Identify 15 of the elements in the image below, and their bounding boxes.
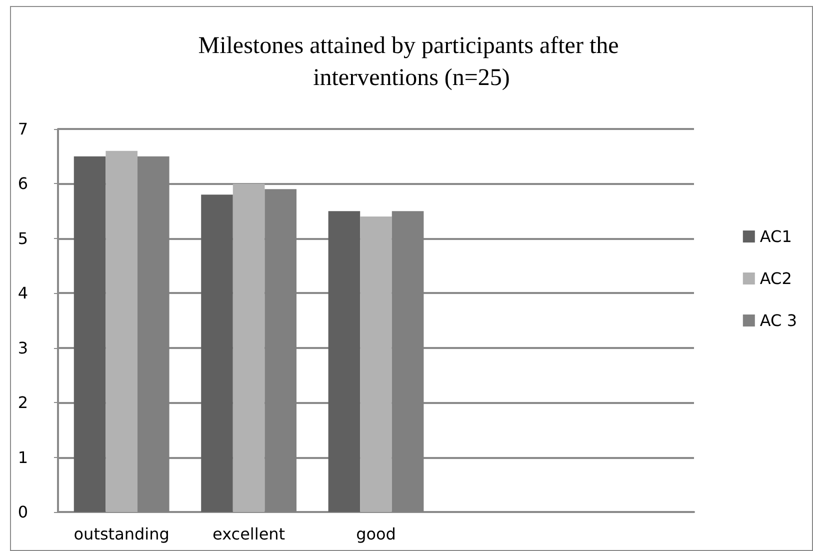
legend-label: AC2: [760, 269, 792, 288]
x-tick-label: good: [356, 524, 396, 544]
legend-label: AC1: [760, 227, 792, 246]
y-tick-label: 7: [18, 120, 28, 138]
chart-title: Milestones attained by participants after the interventions (n=25): [198, 33, 625, 91]
x-tick-label: excellent: [212, 524, 286, 544]
y-tick-label: 4: [18, 284, 28, 303]
y-tick-label: 2: [18, 393, 28, 412]
x-tick-label: outstanding: [74, 524, 170, 544]
y-tick-label: 6: [18, 174, 28, 194]
y-tick-label: 0: [18, 502, 28, 522]
y-tick-label: 1: [18, 448, 28, 467]
y-tick-label: 3: [18, 338, 28, 358]
legend-label: AC 3: [760, 311, 798, 330]
y-tick-label: 5: [18, 228, 28, 248]
